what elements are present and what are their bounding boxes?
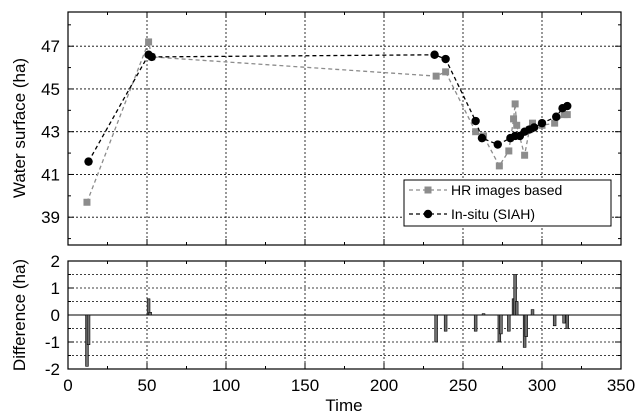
data-point-insitu [471, 116, 480, 126]
data-point-insitu [552, 112, 561, 121]
top-y-tick-label: 41 [41, 165, 60, 184]
x-tick-label: 250 [449, 376, 477, 395]
difference-bar [524, 314, 528, 337]
data-point-hr [510, 115, 518, 123]
x-tick-label: 0 [63, 376, 72, 395]
bottom-plot-frame [67, 260, 622, 370]
data-point-insitu [537, 118, 547, 128]
bottom-bars [85, 274, 569, 367]
difference-bar [481, 313, 486, 316]
data-point-insitu [563, 101, 572, 111]
data-point-hr [529, 119, 537, 127]
legend-box [403, 179, 612, 227]
top-y-tick-label: 39 [41, 208, 60, 227]
top-y-tick-label: 45 [41, 80, 60, 99]
difference-bar [434, 314, 438, 343]
difference-bar [552, 314, 557, 327]
data-point-hr [432, 72, 440, 80]
top-series [83, 38, 572, 206]
bottom-y-tick-label: 0 [51, 306, 60, 325]
x-tick-label: 50 [138, 376, 157, 395]
data-point-hr [472, 128, 480, 136]
bottom-panel: -2 -1 0 1 2 0 50 100 150 200 250 300 350 [45, 252, 635, 395]
data-point-hr [442, 68, 450, 76]
bottom-y-tick-label: -2 [45, 360, 60, 379]
legend-label-insitu: In-situ (SIAH) [451, 206, 535, 222]
top-y-tick-label: 43 [41, 123, 60, 142]
data-point-insitu [430, 50, 439, 59]
data-point-hr [495, 162, 503, 170]
legend-marker-hr [424, 186, 432, 194]
difference-bar [148, 311, 152, 316]
x-tick-label: 350 [607, 376, 635, 395]
x-tick-label: 100 [212, 376, 240, 395]
data-point-hr [145, 38, 153, 46]
legend: HR images based In-situ (SIAH) [403, 179, 612, 227]
x-tick-label: 150 [291, 376, 319, 395]
data-point-hr [521, 151, 529, 159]
x-tick-label: 300 [528, 376, 556, 395]
difference-bar [530, 309, 535, 316]
top-y-tick-label: 47 [41, 37, 60, 56]
data-point-insitu [147, 52, 156, 62]
data-point-insitu [493, 140, 502, 149]
legend-label-hr: HR images based [451, 182, 562, 198]
x-axis-title: Time [325, 396, 362, 414]
data-point-hr [511, 100, 519, 108]
difference-bar [565, 314, 569, 329]
data-point-insitu [477, 133, 487, 143]
data-point-hr [563, 111, 571, 119]
top-y-axis-title: Water surface (ha) [10, 58, 29, 198]
difference-bar [562, 314, 566, 324]
difference-bar [86, 314, 91, 346]
bottom-y-axis-title: Difference (ha) [10, 259, 29, 371]
top-ticks: 39 41 43 45 47 [41, 12, 622, 245]
difference-bar [473, 314, 478, 332]
data-point-hr [551, 119, 559, 127]
data-point-hr [505, 147, 513, 155]
bottom-y-tick-label: -1 [45, 333, 60, 352]
legend-marker-insitu [423, 209, 433, 219]
bottom-y-tick-label: 1 [51, 279, 60, 298]
data-point-insitu [441, 54, 450, 64]
top-plot-frame [67, 11, 622, 246]
data-point-insitu [84, 157, 93, 166]
data-point-hr [83, 198, 91, 206]
top-panel: 39 41 43 45 47 HR images based In-situ (SIAH… [41, 11, 622, 246]
difference-bar [499, 314, 503, 335]
bottom-ticks: -2 -1 0 1 2 0 50 100 150 200 250 300 350 [45, 252, 635, 395]
data-point-hr [513, 121, 521, 129]
x-tick-label: 200 [370, 376, 398, 395]
difference-bar [515, 301, 519, 316]
bottom-y-tick-label: 2 [51, 252, 60, 271]
data-point-insitu [529, 123, 539, 132]
difference-bar [507, 314, 511, 332]
difference-bar [443, 314, 448, 332]
